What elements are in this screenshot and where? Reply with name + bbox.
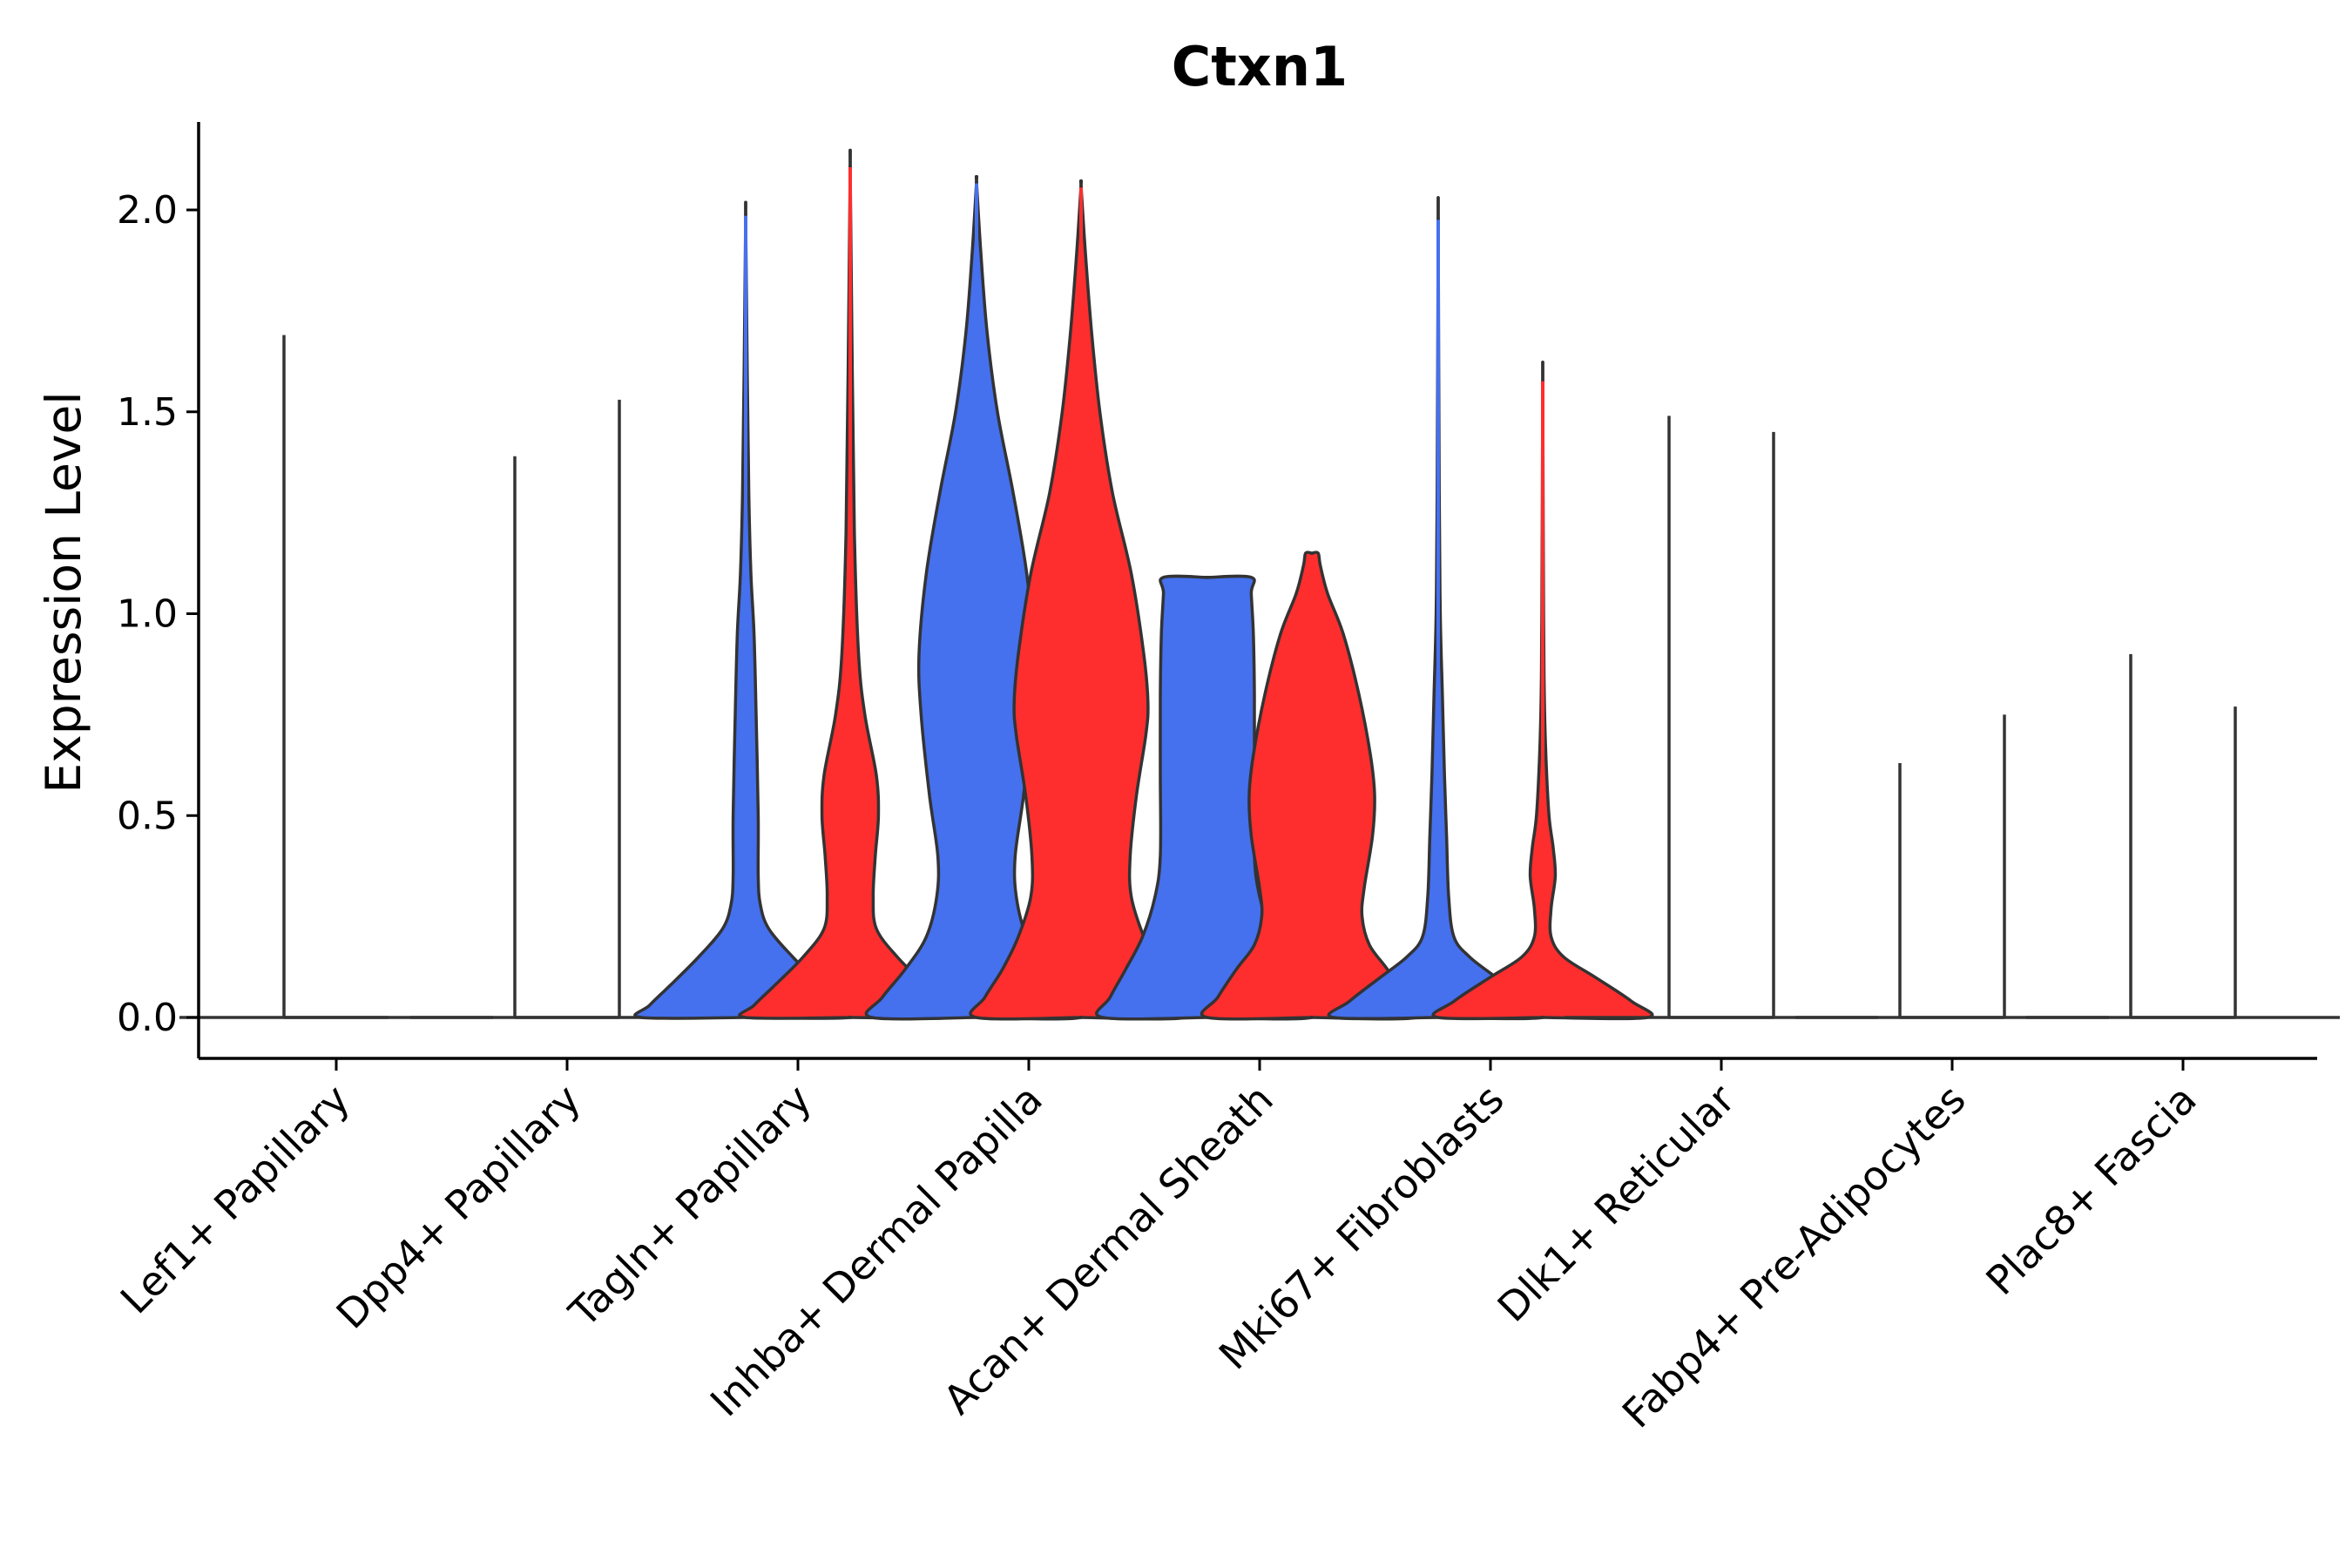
y-axis-label: Expression Level [36,391,91,793]
violin-group [2026,653,2340,1019]
violin-body-left-half [738,148,852,1020]
violin-right [1200,551,1424,1021]
y-tick-label: 1.5 [117,390,178,435]
violin-group [1095,551,1424,1021]
violin-body-left-half [969,179,1084,1021]
violin-body-left-half [1095,574,1209,1021]
violin-right [1431,361,1654,1021]
violins-layer [179,148,2340,1021]
violin-body-left-half [864,175,979,1021]
violin-group [1565,416,1878,1019]
chart-title: Ctxn1 [1172,35,1348,98]
y-tick-label: 2.0 [117,188,178,233]
violin-body-left-half [1200,551,1314,1021]
y-tick-label: 1.0 [117,592,178,637]
y-tick-label: 0.0 [117,996,178,1040]
violin-right [2131,706,2340,1019]
violin-group [1327,196,1654,1021]
violin-left [864,175,1089,1021]
violin-group [864,175,1193,1021]
y-tick-label: 0.5 [117,794,178,838]
